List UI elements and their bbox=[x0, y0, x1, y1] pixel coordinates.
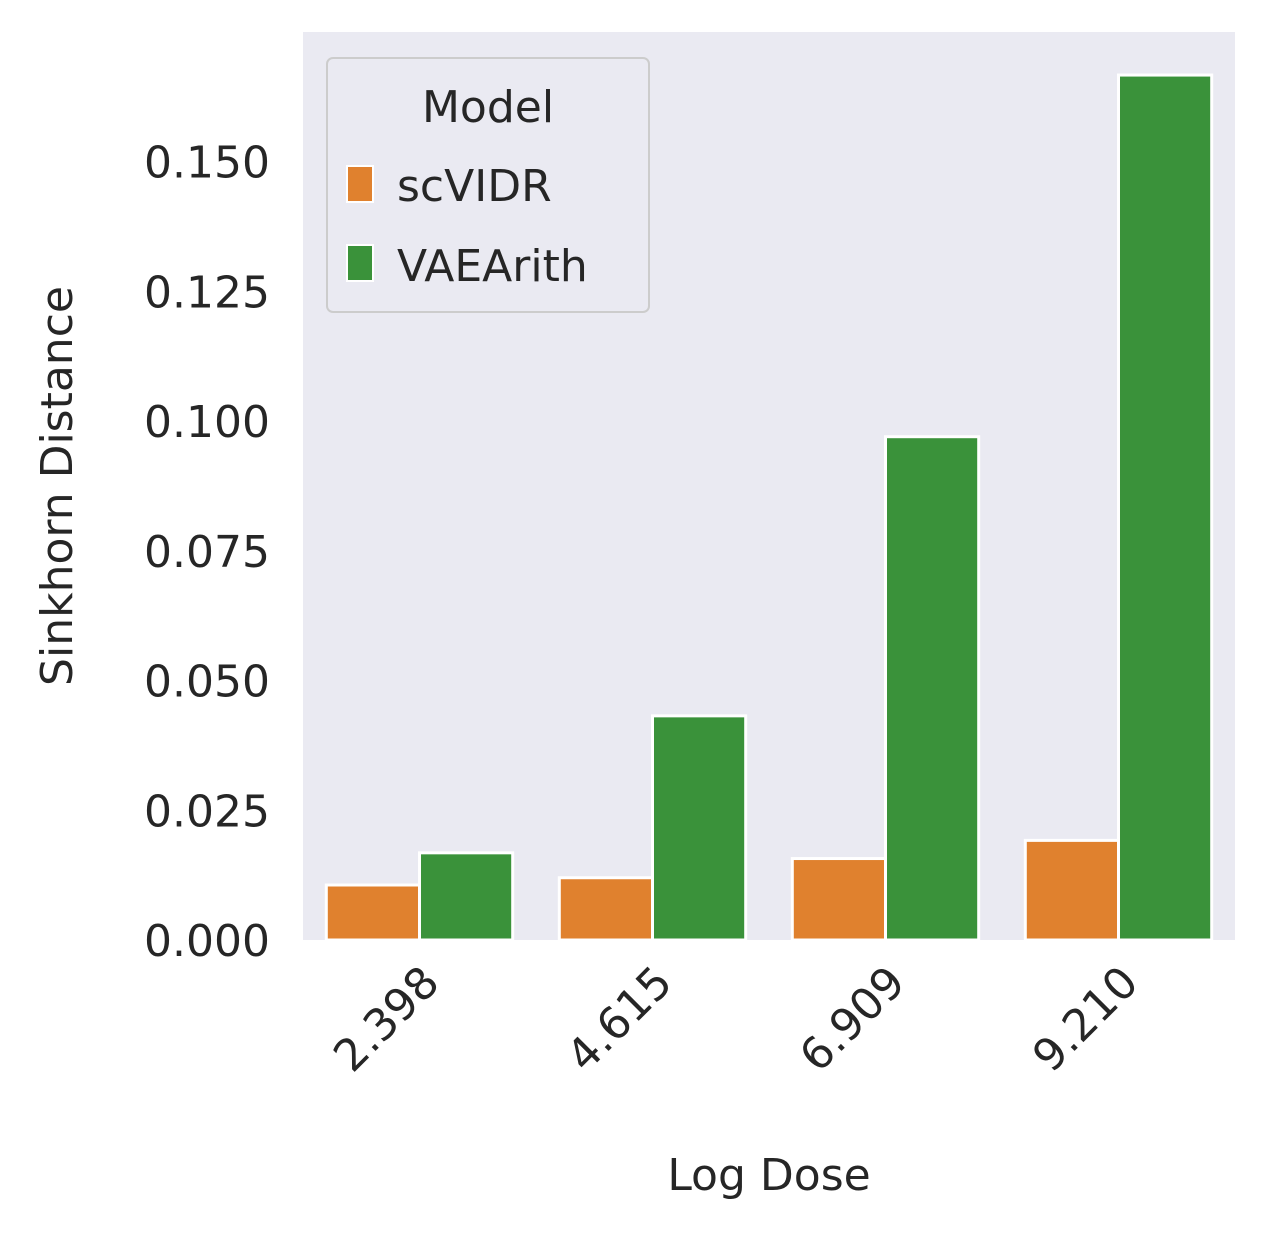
bar-scvidr-4.615 bbox=[557, 876, 654, 942]
legend-label-scvidr: scVIDR bbox=[397, 161, 552, 212]
bar-vaearith-4.615 bbox=[651, 714, 748, 942]
x-tick-label: 2.398 bbox=[324, 957, 449, 1082]
legend: Model scVIDR VAEArith bbox=[326, 57, 650, 313]
legend-swatch-scvidr bbox=[346, 165, 374, 203]
y-tick-label: 0.100 bbox=[144, 397, 270, 448]
y-tick-label: 0.150 bbox=[144, 138, 270, 189]
bars bbox=[324, 73, 1214, 942]
legend-swatch-vaearith bbox=[346, 244, 374, 282]
bar-vaearith-6.909 bbox=[884, 435, 981, 942]
y-ticks: 0.000 0.025 0.050 0.075 0.100 0.125 0.150 bbox=[144, 138, 270, 967]
y-tick-label: 0.050 bbox=[144, 657, 270, 708]
y-tick-label: 0.125 bbox=[144, 267, 270, 318]
legend-box bbox=[326, 57, 650, 313]
y-tick-label: 0.075 bbox=[144, 527, 270, 578]
x-tick-label: 6.909 bbox=[790, 957, 915, 1082]
bar-vaearith-2.398 bbox=[418, 851, 515, 942]
bar-scvidr-2.398 bbox=[324, 883, 421, 942]
y-tick-label: 0.000 bbox=[144, 916, 270, 967]
bar-vaearith-9.210 bbox=[1117, 73, 1214, 942]
x-tick-label: 4.615 bbox=[557, 957, 682, 1082]
y-axis-label: Sinkhorn Distance bbox=[32, 286, 83, 686]
legend-title: Model bbox=[422, 82, 554, 133]
y-tick-label: 0.025 bbox=[144, 786, 270, 837]
bar-scvidr-9.210 bbox=[1023, 838, 1121, 942]
bar-scvidr-6.909 bbox=[790, 857, 887, 942]
x-axis-label: Log Dose bbox=[667, 1150, 870, 1201]
x-ticks: 2.398 4.615 6.909 9.210 bbox=[324, 957, 1148, 1082]
legend-label-vaearith: VAEArith bbox=[397, 241, 588, 292]
x-tick-label: 9.210 bbox=[1023, 957, 1148, 1082]
